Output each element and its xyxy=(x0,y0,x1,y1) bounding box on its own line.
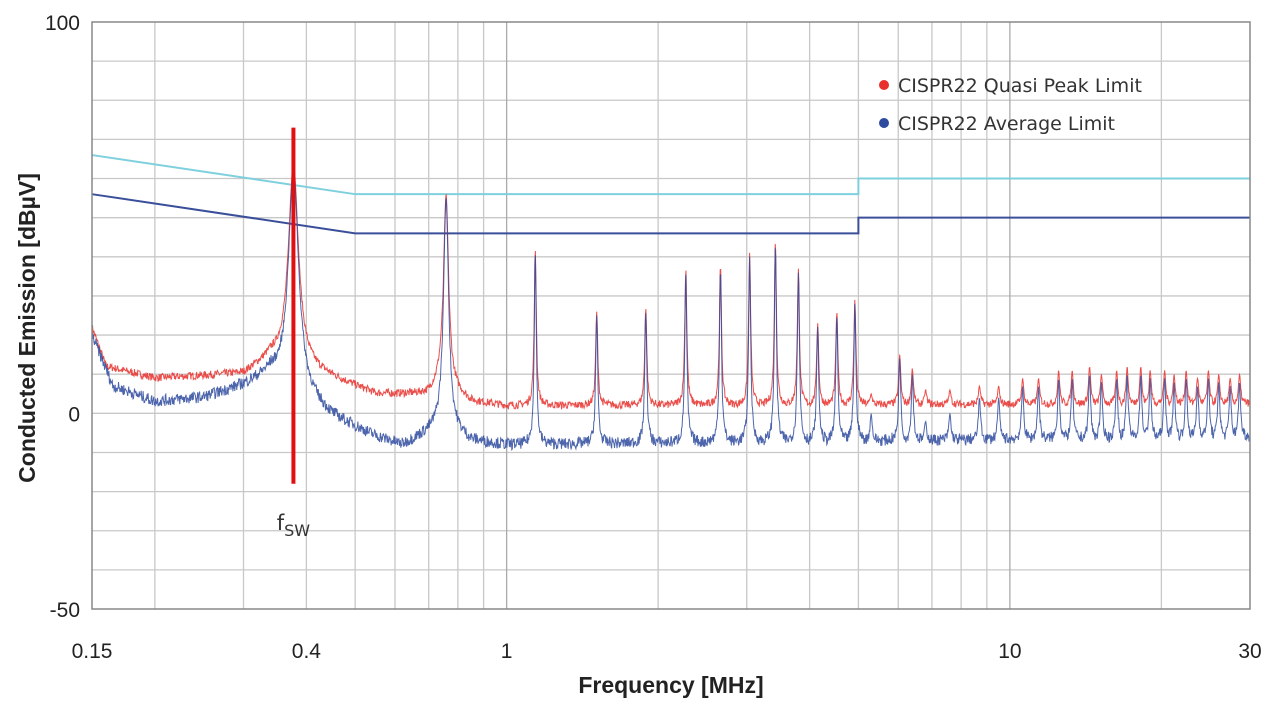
x-tick-label: 1 xyxy=(501,640,513,663)
fsw-label: fSW xyxy=(277,511,311,540)
y-tick-labels: 100 0 -50 xyxy=(45,12,80,622)
quasi-peak-trace xyxy=(91,162,1251,411)
quasi-peak-limit-line xyxy=(91,154,1250,196)
legend-label-average: CISPR22 Average Limit xyxy=(898,113,1115,135)
legend-marker-average xyxy=(879,118,889,128)
y-tick-label: 100 xyxy=(45,12,80,35)
y-axis-title: Conducted Emission [dBµV] xyxy=(14,173,40,483)
legend-label-quasi-peak: CISPR22 Quasi Peak Limit xyxy=(898,75,1142,97)
x-tick-label: 0.15 xyxy=(72,640,113,663)
traces xyxy=(91,162,1251,452)
limit-lines xyxy=(91,154,1250,235)
grid xyxy=(92,22,1250,609)
x-tick-labels: 0.15 0.4 1 10 30 xyxy=(72,640,1262,663)
legend: CISPR22 Quasi Peak Limit CISPR22 Average… xyxy=(879,75,1142,135)
x-tick-label: 30 xyxy=(1238,640,1261,663)
average-limit-line xyxy=(91,193,1250,235)
x-tick-label: 0.4 xyxy=(292,640,322,663)
y-tick-label: -50 xyxy=(50,599,80,622)
legend-marker-quasi-peak xyxy=(879,80,889,90)
x-tick-label: 10 xyxy=(998,640,1021,663)
fsw-label-f: f xyxy=(277,511,285,535)
y-tick-label: 0 xyxy=(68,403,80,426)
fsw-label-subscript: SW xyxy=(284,521,310,540)
x-axis-title: Frequency [MHz] xyxy=(578,672,763,698)
plot-frame xyxy=(91,21,1251,610)
average-trace xyxy=(91,166,1251,452)
